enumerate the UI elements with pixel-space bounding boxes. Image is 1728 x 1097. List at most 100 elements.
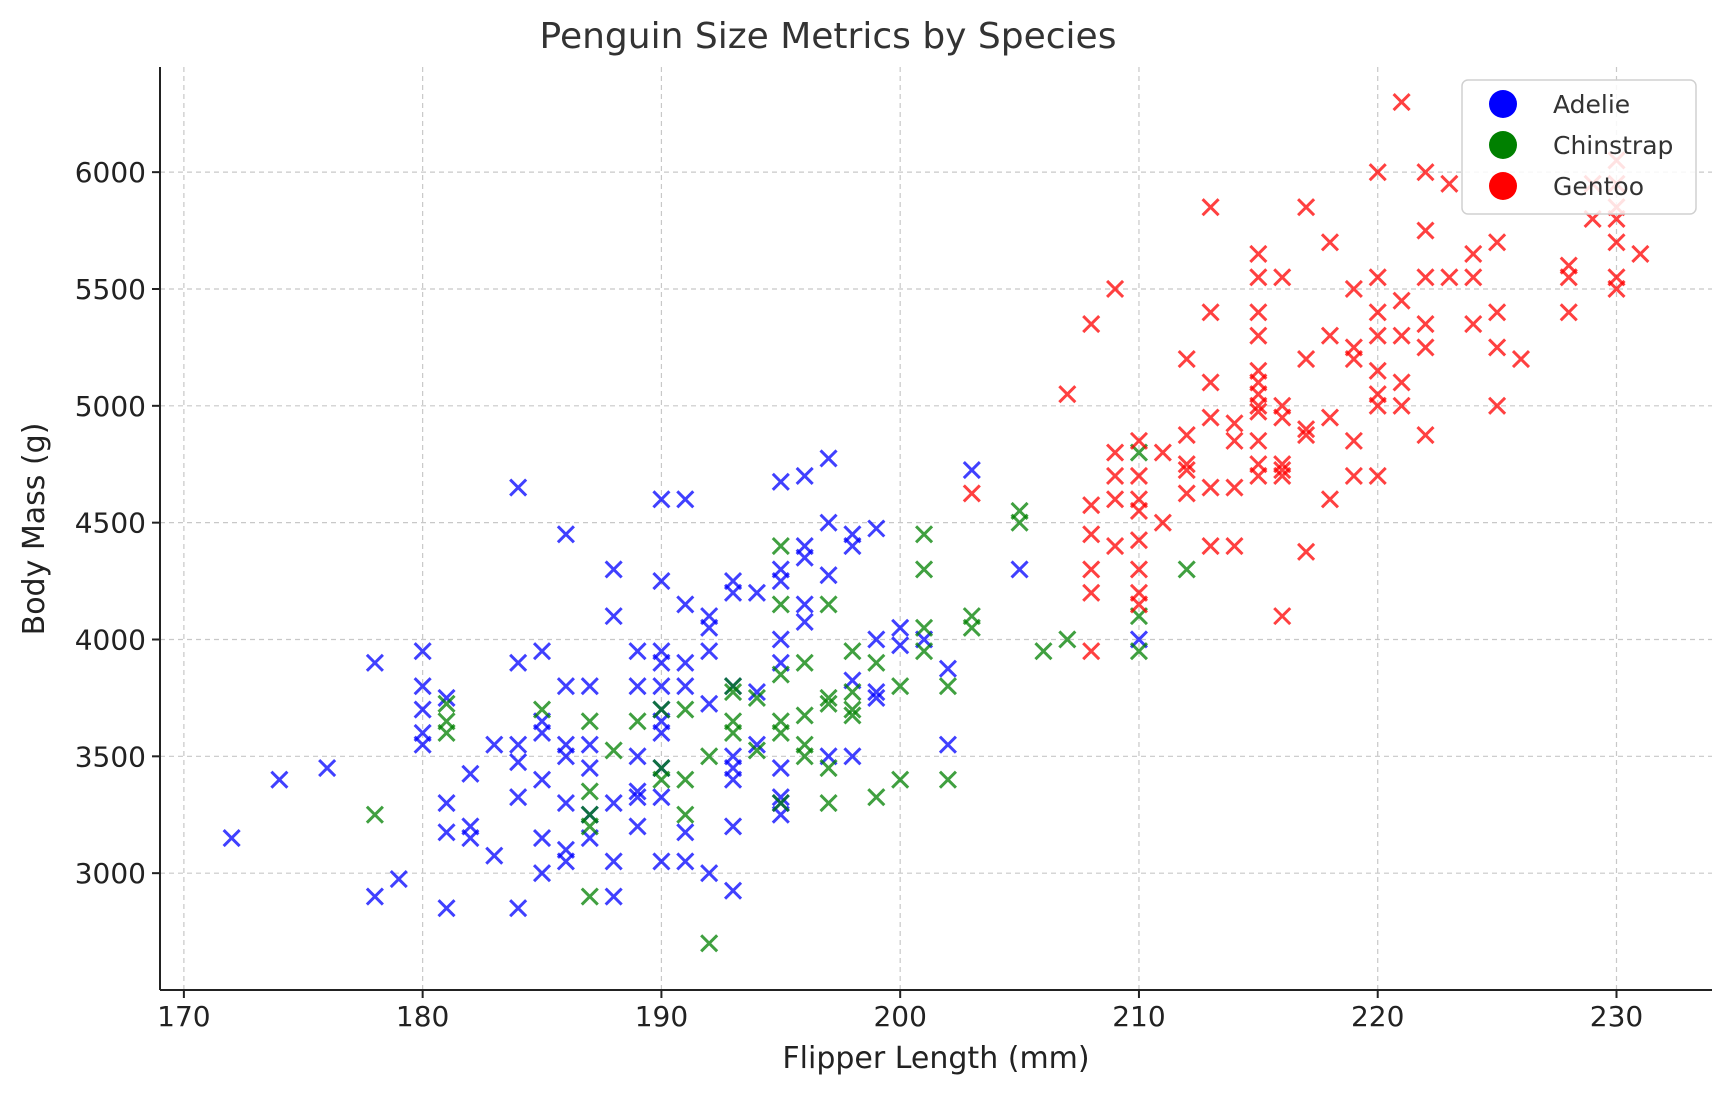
x-tick-label: 210	[1112, 1000, 1165, 1033]
y-tick-label: 3000	[75, 857, 146, 890]
data-point	[1177, 461, 1196, 480]
data-point	[1201, 478, 1220, 497]
data-point	[723, 770, 743, 789]
data-point	[795, 612, 814, 632]
data-point	[843, 747, 862, 766]
data-point	[819, 595, 838, 614]
data-point	[891, 618, 910, 637]
data-point	[1392, 396, 1411, 415]
data-point	[652, 700, 671, 719]
legend: Adelie Chinstrap Gentoo	[1461, 79, 1697, 215]
data-point	[652, 490, 671, 509]
data-points	[222, 92, 1650, 953]
data-point	[962, 461, 981, 480]
x-tick-label: 200	[873, 1000, 926, 1033]
data-point	[556, 525, 575, 544]
data-point	[1416, 314, 1435, 334]
data-point	[628, 747, 647, 766]
data-point	[556, 677, 575, 696]
data-point	[1201, 408, 1220, 427]
data-point	[867, 688, 886, 707]
chart-title: Penguin Size Metrics by Species	[540, 16, 1117, 57]
data-point	[1416, 338, 1435, 357]
legend-items: Adelie Chinstrap Gentoo	[1489, 90, 1673, 201]
data-point	[1416, 425, 1435, 445]
data-point	[1082, 314, 1101, 334]
data-point	[723, 683, 743, 702]
data-point	[676, 700, 695, 719]
series-adelie	[222, 449, 1149, 918]
data-point	[1177, 560, 1196, 579]
data-point	[1082, 496, 1101, 515]
data-point	[1177, 455, 1196, 474]
data-point	[1177, 350, 1196, 369]
data-point	[1249, 402, 1268, 421]
data-point	[1106, 490, 1125, 509]
data-point	[628, 817, 647, 836]
data-point	[1631, 244, 1650, 263]
data-point	[532, 864, 552, 883]
legend-marker-gentoo	[1489, 172, 1517, 200]
data-point	[1368, 361, 1387, 380]
x-tick-label: 220	[1351, 1000, 1404, 1033]
data-point	[1488, 233, 1507, 252]
data-point	[1416, 163, 1435, 182]
data-point	[819, 694, 838, 713]
data-point	[938, 770, 957, 789]
data-point	[413, 735, 432, 754]
data-point	[747, 735, 766, 754]
data-point	[819, 566, 838, 585]
data-point	[1320, 408, 1340, 427]
data-point	[891, 636, 910, 655]
data-point	[1106, 466, 1125, 485]
data-point	[1082, 583, 1101, 602]
data-point	[700, 864, 719, 883]
data-point	[819, 449, 838, 468]
data-point	[1320, 490, 1340, 509]
data-point	[1297, 542, 1316, 561]
data-point	[676, 490, 695, 509]
data-point	[532, 770, 552, 789]
data-point	[795, 548, 814, 567]
y-tick-label: 4000	[75, 623, 146, 656]
legend-label-chinstrap: Chinstrap	[1553, 131, 1673, 160]
data-point	[1082, 525, 1101, 544]
data-point	[556, 794, 575, 813]
data-point	[1129, 595, 1149, 614]
data-point	[556, 852, 575, 871]
data-point	[509, 753, 528, 772]
data-point	[1225, 536, 1244, 556]
data-point	[1177, 484, 1196, 503]
data-point	[771, 788, 790, 807]
grid-lines	[160, 67, 1712, 990]
data-point	[1559, 303, 1578, 322]
data-point	[1488, 396, 1507, 415]
data-point	[1249, 466, 1268, 485]
data-point	[604, 887, 623, 906]
data-point	[747, 741, 766, 760]
data-point	[1488, 303, 1507, 322]
x-axis-label: Flipper Length (mm)	[782, 1041, 1089, 1076]
data-point	[628, 788, 647, 807]
data-point	[1297, 425, 1316, 445]
data-point	[1201, 303, 1220, 322]
data-point	[509, 735, 528, 754]
data-point	[1607, 233, 1626, 252]
data-point	[1225, 414, 1244, 433]
data-point	[771, 472, 790, 491]
y-tick-label: 5000	[75, 390, 146, 423]
data-point	[604, 741, 623, 760]
y-tick-label: 5500	[75, 273, 146, 306]
data-point	[723, 881, 743, 900]
data-point	[1058, 385, 1077, 404]
data-point	[723, 723, 743, 743]
data-point	[938, 659, 957, 678]
y-tick-label: 3500	[75, 740, 146, 773]
data-point	[771, 723, 790, 743]
data-point	[676, 595, 695, 614]
data-point	[1249, 431, 1268, 450]
data-point	[222, 829, 241, 848]
data-point	[771, 536, 790, 556]
data-point	[1607, 279, 1626, 299]
data-point	[771, 595, 790, 614]
